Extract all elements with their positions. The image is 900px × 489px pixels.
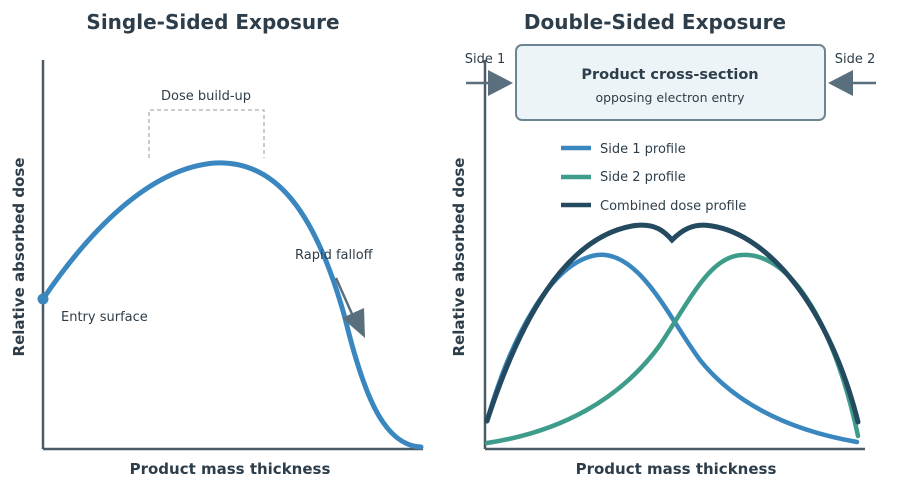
legend-label-side-1: Side 1 profile: [600, 142, 686, 157]
product-box-subtitle: opposing electron entry: [595, 90, 745, 105]
rapid-falloff-label: Rapid falloff: [295, 248, 374, 263]
entry-surface-marker: [37, 293, 49, 305]
side-1-profile-curve: [484, 252, 860, 445]
single-sided-dose-curve: [40, 160, 424, 450]
dose-buildup-label: Dose build-up: [161, 89, 251, 104]
side-2-arrowhead-icon: [828, 70, 853, 96]
left-x-axis-label: Product mass thickness: [130, 460, 331, 478]
product-cross-section-box: [515, 44, 826, 121]
rapid-falloff-arrowhead-icon: [342, 308, 365, 338]
side-2-label: Side 2: [835, 52, 876, 67]
legend-label-side-2: Side 2 profile: [600, 170, 686, 185]
legend-label-combined: Combined dose profile: [600, 199, 746, 214]
side-2-profile-curve: [484, 252, 861, 446]
right-x-axis-label: Product mass thickness: [576, 460, 777, 478]
combined-dose-profile-curve: [484, 222, 861, 425]
entry-surface-label: Entry surface: [61, 310, 148, 325]
product-box-title: Product cross-section: [581, 67, 758, 83]
rapid-falloff-arrow-line: [334, 277, 354, 315]
side-1-arrowhead-icon: [488, 70, 513, 96]
legend: Side 1 profile Side 2 profile Combined d…: [561, 142, 746, 214]
left-panel-title: Single-Sided Exposure: [86, 10, 339, 34]
left-y-axis-label: Relative absorbed dose: [10, 158, 28, 357]
side-1-label: Side 1: [465, 52, 506, 67]
dose-buildup-bracket: [148, 109, 265, 158]
right-y-axis-label: Relative absorbed dose: [450, 158, 468, 357]
right-panel-title: Double-Sided Exposure: [524, 10, 786, 34]
